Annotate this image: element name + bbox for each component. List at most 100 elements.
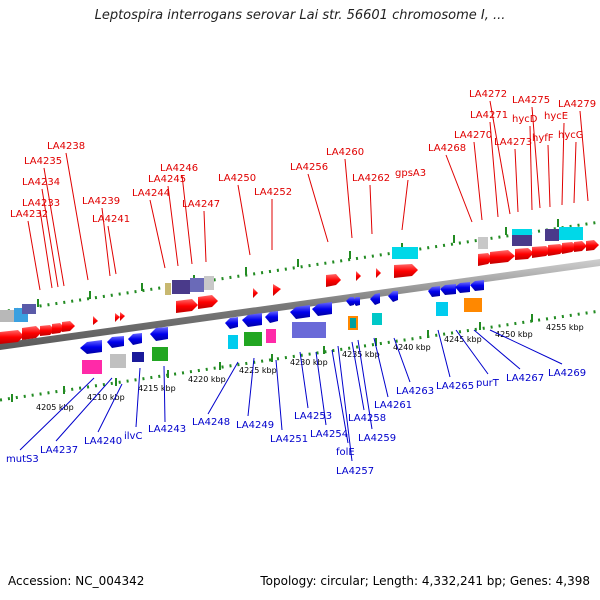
leader-line (27, 220, 41, 291)
locus-label[interactable]: LA4258 (348, 413, 386, 424)
top-feature-boxes (0, 227, 583, 322)
kbp-label: 4255 kbp (546, 323, 584, 332)
gene-arrow (115, 313, 120, 322)
locus-label[interactable]: hycD (512, 114, 538, 125)
locus-label[interactable]: LA4233 (22, 198, 60, 209)
leader-line (207, 361, 239, 415)
feature-box (244, 332, 262, 346)
bottom-locus-labels: mutS3 LA4237 LA4240 ilvC LA4243 LA4248 L… (6, 368, 586, 477)
locus-label[interactable]: LA4271 (470, 110, 508, 121)
locus-label[interactable]: LA4248 (192, 417, 230, 428)
leader-line (39, 209, 53, 289)
locus-label[interactable]: LA4246 (160, 163, 198, 174)
gene-arrow (455, 282, 470, 293)
feature-box (436, 302, 448, 316)
top-label-leaders (27, 100, 589, 291)
leader-line (299, 351, 309, 409)
gene-arrow (548, 244, 566, 256)
locus-label[interactable]: LA4245 (148, 174, 186, 185)
locus-label[interactable]: LA4279 (558, 99, 596, 110)
leader-line (19, 377, 95, 451)
locus-label[interactable]: hycE (544, 111, 568, 122)
leader-line (97, 383, 123, 433)
leader-line (163, 365, 166, 423)
locus-label[interactable]: gpsA3 (395, 168, 426, 179)
feature-box (512, 232, 532, 246)
gene-arrow (312, 302, 332, 316)
locus-label[interactable]: LA4259 (358, 433, 396, 444)
locus-label[interactable]: LA4254 (310, 429, 348, 440)
locus-label[interactable]: LA4232 (10, 209, 48, 220)
locus-label[interactable]: LA4234 (22, 177, 60, 188)
locus-label[interactable]: LA4237 (40, 445, 78, 456)
leader-line (275, 359, 283, 431)
locus-label[interactable]: LA4257 (336, 466, 374, 477)
gene-arrow (93, 316, 98, 325)
locus-label[interactable]: LA4243 (148, 424, 186, 435)
locus-label[interactable]: LA4249 (236, 420, 274, 431)
locus-label[interactable]: LA4273 (494, 137, 532, 148)
leader-line (489, 121, 499, 218)
locus-label[interactable]: LA4244 (132, 188, 170, 199)
locus-label[interactable]: LA4241 (92, 214, 130, 225)
kbp-label: 4230 kbp (290, 358, 328, 367)
locus-label[interactable]: folE (336, 447, 355, 458)
gene-arrow (225, 317, 238, 329)
gene-arrow (52, 323, 65, 334)
locus-label[interactable]: LA4256 (290, 162, 328, 173)
kbp-label: 4250 kbp (495, 330, 533, 339)
gene-arrow (150, 327, 168, 341)
locus-label[interactable]: LA4260 (326, 147, 364, 158)
locus-label[interactable]: LA4272 (469, 89, 507, 100)
leader-line (65, 152, 89, 281)
gene-arrow (0, 330, 24, 344)
feature-box (172, 280, 190, 294)
map-title: Leptospira interrogans serovar Lai str. … (94, 8, 506, 23)
feature-box (228, 335, 238, 349)
leader-line (101, 207, 111, 277)
feature-box (478, 237, 488, 249)
locus-label[interactable]: LA4269 (548, 368, 586, 379)
gene-arrow (394, 264, 418, 278)
locus-label[interactable]: ilvC (124, 431, 142, 442)
locus-label[interactable]: purT (476, 378, 500, 389)
leader-line (455, 329, 489, 375)
feature-box (559, 227, 583, 240)
locus-label[interactable]: hycG (558, 130, 584, 141)
gene-arrow (515, 248, 534, 260)
locus-label[interactable]: LA4247 (182, 199, 220, 210)
gene-arrow (198, 295, 218, 309)
locus-label[interactable]: hyfF (532, 133, 554, 144)
gene-arrow (40, 325, 55, 336)
gene-arrow (440, 284, 456, 295)
locus-label[interactable]: LA4262 (352, 173, 390, 184)
feature-box (266, 329, 276, 343)
locus-label[interactable]: mutS3 (6, 454, 39, 465)
locus-label[interactable]: LA4250 (218, 173, 256, 184)
feature-box (292, 322, 326, 338)
gene-arrow (532, 246, 552, 258)
locus-label[interactable]: LA4268 (428, 143, 466, 154)
leader-line (357, 339, 373, 430)
locus-label[interactable]: LA4235 (24, 156, 62, 167)
locus-label[interactable]: LA4267 (506, 373, 544, 384)
locus-label[interactable]: LA4263 (396, 386, 434, 397)
locus-label[interactable]: LA4261 (374, 400, 412, 411)
locus-label[interactable]: LA4240 (84, 436, 122, 447)
gene-arrow (586, 240, 599, 251)
locus-label[interactable]: LA4238 (47, 141, 85, 152)
locus-label[interactable]: LA4270 (454, 130, 492, 141)
gene-arrow (370, 293, 380, 305)
leader-line (167, 185, 179, 267)
locus-label[interactable]: LA4252 (254, 187, 292, 198)
kbp-label: 4225 kbp (239, 366, 277, 375)
chromosome-backbone (0, 259, 600, 350)
locus-label[interactable]: LA4265 (436, 381, 474, 392)
locus-label[interactable]: LA4251 (270, 434, 308, 445)
feature-box (204, 276, 214, 290)
top-dotted-track (0, 220, 600, 314)
locus-label[interactable]: LA4239 (82, 196, 120, 207)
feature-box (350, 318, 356, 328)
locus-label[interactable]: LA4253 (294, 411, 332, 422)
locus-label[interactable]: LA4275 (512, 95, 550, 106)
